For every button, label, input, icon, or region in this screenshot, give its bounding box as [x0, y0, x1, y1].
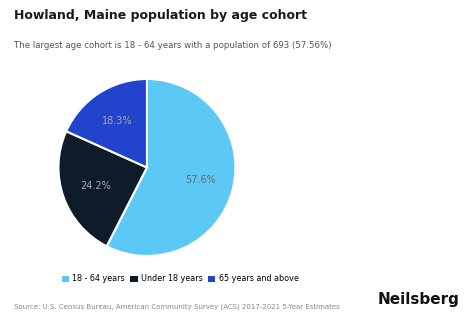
Text: 57.6%: 57.6% — [185, 175, 216, 185]
Wedge shape — [66, 79, 147, 167]
Text: The largest age cohort is 18 - 64 years with a population of 693 (57.56%): The largest age cohort is 18 - 64 years … — [14, 41, 332, 50]
Text: 18.3%: 18.3% — [102, 116, 132, 126]
Legend: 18 - 64 years, Under 18 years, 65 years and above: 18 - 64 years, Under 18 years, 65 years … — [58, 271, 302, 287]
Text: Howland, Maine population by age cohort: Howland, Maine population by age cohort — [14, 9, 307, 22]
Text: Neilsberg: Neilsberg — [378, 292, 460, 307]
Wedge shape — [58, 131, 147, 246]
Text: 24.2%: 24.2% — [80, 181, 110, 191]
Text: Source: U.S. Census Bureau, American Community Survey (ACS) 2017-2021 5-Year Est: Source: U.S. Census Bureau, American Com… — [14, 303, 340, 310]
Wedge shape — [107, 79, 236, 256]
